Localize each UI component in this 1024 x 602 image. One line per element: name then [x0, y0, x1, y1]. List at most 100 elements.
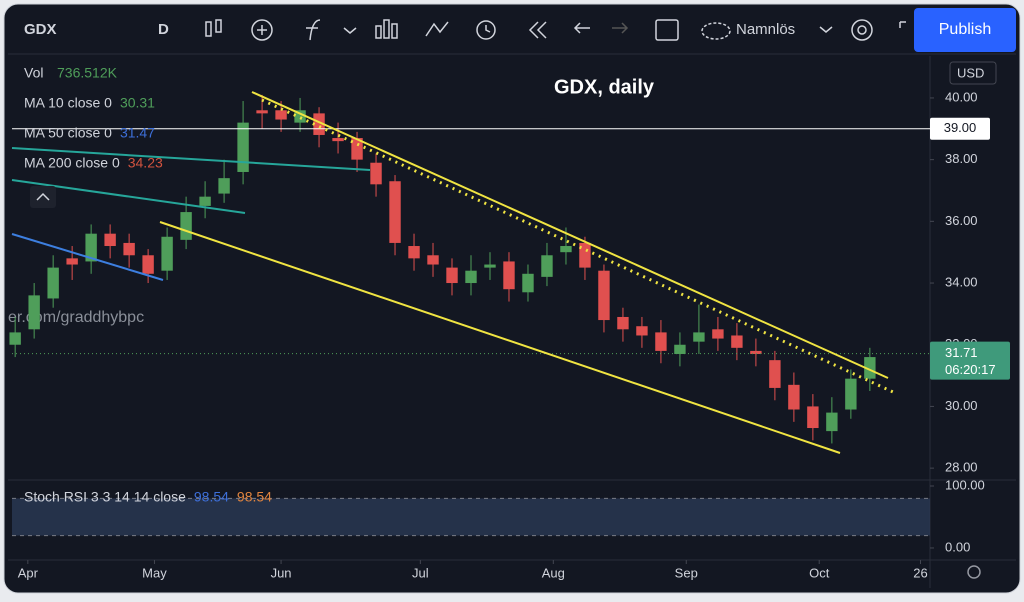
indicator-value: 34.23: [128, 155, 163, 171]
y-tick-label: 38.00: [945, 151, 978, 166]
x-tick-label: Sep: [675, 565, 698, 580]
candle-body: [408, 246, 420, 259]
layout-name[interactable]: Namnlös: [736, 21, 795, 38]
indicator-value: 30.31: [120, 95, 155, 111]
candle-body: [484, 264, 496, 268]
candle-body: [541, 255, 553, 277]
trendline: [159, 221, 841, 454]
x-tick-label: Jul: [412, 565, 429, 580]
trendline: [11, 147, 371, 171]
collapse-icon[interactable]: [36, 192, 50, 201]
candle-body: [256, 110, 268, 114]
candle-body: [275, 110, 287, 120]
publish-button[interactable]: [914, 8, 1016, 52]
volume-value: 736.512K: [57, 65, 118, 81]
y-tick-label: 28.00: [945, 460, 978, 475]
candle-body: [788, 384, 800, 410]
candle-body: [693, 332, 705, 342]
candle-body: [674, 344, 686, 354]
candle-body: [161, 236, 173, 271]
stoch-band: [12, 498, 930, 536]
candle-body: [370, 162, 382, 185]
candle-body: [85, 233, 97, 262]
publish-label[interactable]: Publish: [939, 21, 991, 38]
x-tick-label: May: [142, 565, 167, 580]
candle-body: [465, 270, 477, 284]
hline-label-box: [930, 117, 990, 140]
x-tick-label: Apr: [18, 565, 39, 580]
candle-body: [332, 138, 344, 142]
candle-body: [503, 261, 515, 290]
hline-label: 39.00: [944, 120, 977, 135]
candle-body: [389, 181, 401, 243]
watermark: er.com/graddhybpc: [8, 309, 144, 326]
candle-body: [104, 233, 116, 247]
candle-body: [218, 178, 230, 194]
candle-body: [351, 138, 363, 160]
candle-body: [446, 267, 458, 284]
last-price-box: [930, 341, 1010, 380]
candle-body: [826, 412, 838, 432]
y-tick-label: 30.00: [945, 398, 978, 413]
candle-body: [237, 122, 249, 172]
trendline: [11, 179, 246, 214]
candle-body: [769, 360, 781, 388]
stoch-label: Stoch RSI 3 3 14 14 close: [24, 489, 186, 505]
candle-body: [579, 242, 591, 268]
last-price-label: 31.71: [945, 345, 978, 360]
candle-body: [180, 212, 192, 240]
candle-body: [66, 258, 78, 265]
candle-body: [750, 350, 762, 354]
indicator-name: MA 200 close 0: [24, 155, 120, 171]
stoch-d: 98.54: [237, 489, 272, 505]
candle-body: [142, 255, 154, 274]
x-tick-label: Jun: [271, 565, 292, 580]
x-tick-label: 26: [913, 565, 927, 580]
candle-body: [427, 255, 439, 265]
toolbar: GDX D Namnlös Publish: [8, 8, 1016, 55]
x-tick-label: Aug: [542, 565, 565, 580]
candle-body: [845, 378, 857, 410]
candle-body: [598, 270, 610, 321]
interval[interactable]: D: [158, 21, 169, 38]
candle-body: [9, 332, 21, 345]
candle-body: [731, 335, 743, 348]
stoch-k: 98.54: [194, 489, 229, 505]
x-tick-label: Oct: [809, 565, 830, 580]
y-tick-label: 36.00: [945, 213, 978, 228]
candle-body: [522, 273, 534, 293]
candle-body: [617, 316, 629, 330]
indicator-name: MA 50 close 0: [24, 125, 112, 141]
settings-icon[interactable]: [967, 565, 981, 579]
candle-body: [807, 406, 819, 429]
trendlines: [11, 91, 894, 454]
indicator-value: 31.47: [120, 125, 155, 141]
candle-body: [864, 357, 876, 379]
candle-body: [636, 326, 648, 336]
y-tick-label: 34.00: [945, 274, 978, 289]
candle-body: [560, 246, 572, 253]
candle-body: [28, 295, 40, 330]
chart-title: GDX, daily: [554, 76, 655, 98]
candle-body: [712, 329, 724, 339]
candle-body: [47, 267, 59, 299]
candle-body: [123, 242, 135, 256]
trendline: [251, 91, 889, 379]
candle-body: [313, 113, 325, 135]
toolbar-icons[interactable]: [205, 19, 906, 41]
candle-body: [294, 110, 306, 123]
candle-body: [199, 196, 211, 206]
stoch-tick-label: 0.00: [945, 539, 970, 554]
currency-box: [949, 61, 997, 85]
trendline: [11, 233, 164, 281]
collapse-button[interactable]: [30, 186, 56, 208]
stoch-tick-label: 100.00: [945, 477, 985, 492]
symbol[interactable]: GDX: [24, 21, 57, 38]
candle-body: [655, 332, 667, 351]
volume-label: Vol: [24, 65, 43, 81]
indicator-name: MA 10 close 0: [24, 95, 112, 111]
countdown: 06:20:17: [945, 362, 996, 377]
currency: USD: [957, 65, 984, 80]
